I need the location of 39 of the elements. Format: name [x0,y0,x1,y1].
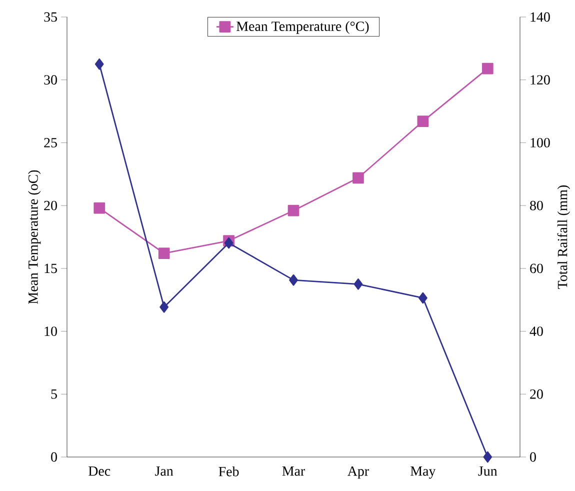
y-tick-label: 30 [44,75,57,85]
point [160,301,169,313]
x-tick-label: Apr [348,466,369,479]
point [418,292,428,304]
y-tick-label: 20 [44,200,57,210]
y2-tick-label: 100 [530,138,550,148]
point [354,278,363,290]
y-tick-label: 25 [44,138,57,148]
y-tick-label: 35 [44,12,57,22]
x-tick-label: Mar [282,466,306,476]
y2-tick-label: 40 [530,326,543,336]
y-tick-label: 0 [51,452,57,462]
y2-tick-label: 140 [530,12,550,22]
point [288,204,300,216]
point [352,172,364,184]
y-tick-label: 5 [51,390,57,399]
x-tick-label: Jan [155,466,174,476]
y2-tick-label: 20 [530,389,543,399]
point [482,62,494,74]
point [94,58,104,70]
y2-tick-label: 120 [530,75,550,85]
point [94,202,106,214]
y-axis-title: Mean Temperature (oC) [28,170,41,304]
x-tick-label: May [410,466,436,479]
x-tick-label: Feb [218,466,239,476]
y2-tick-label: 80 [530,200,543,210]
point [417,116,429,128]
y-tick-label: 10 [44,326,57,336]
point [289,274,298,286]
point [224,237,234,249]
point [158,248,170,260]
y2-tick-label: 0 [530,452,536,462]
x-tick-label: Jun [478,466,498,476]
x-tick-label: Dec [88,466,110,476]
y2-tick-label: 60 [530,264,543,274]
point [483,451,492,463]
y-tick-label: 15 [44,264,57,274]
legend-label: Mean Temperature (°C) [236,21,369,34]
y2-axis-title: Total Raifall (mm) [557,185,570,289]
